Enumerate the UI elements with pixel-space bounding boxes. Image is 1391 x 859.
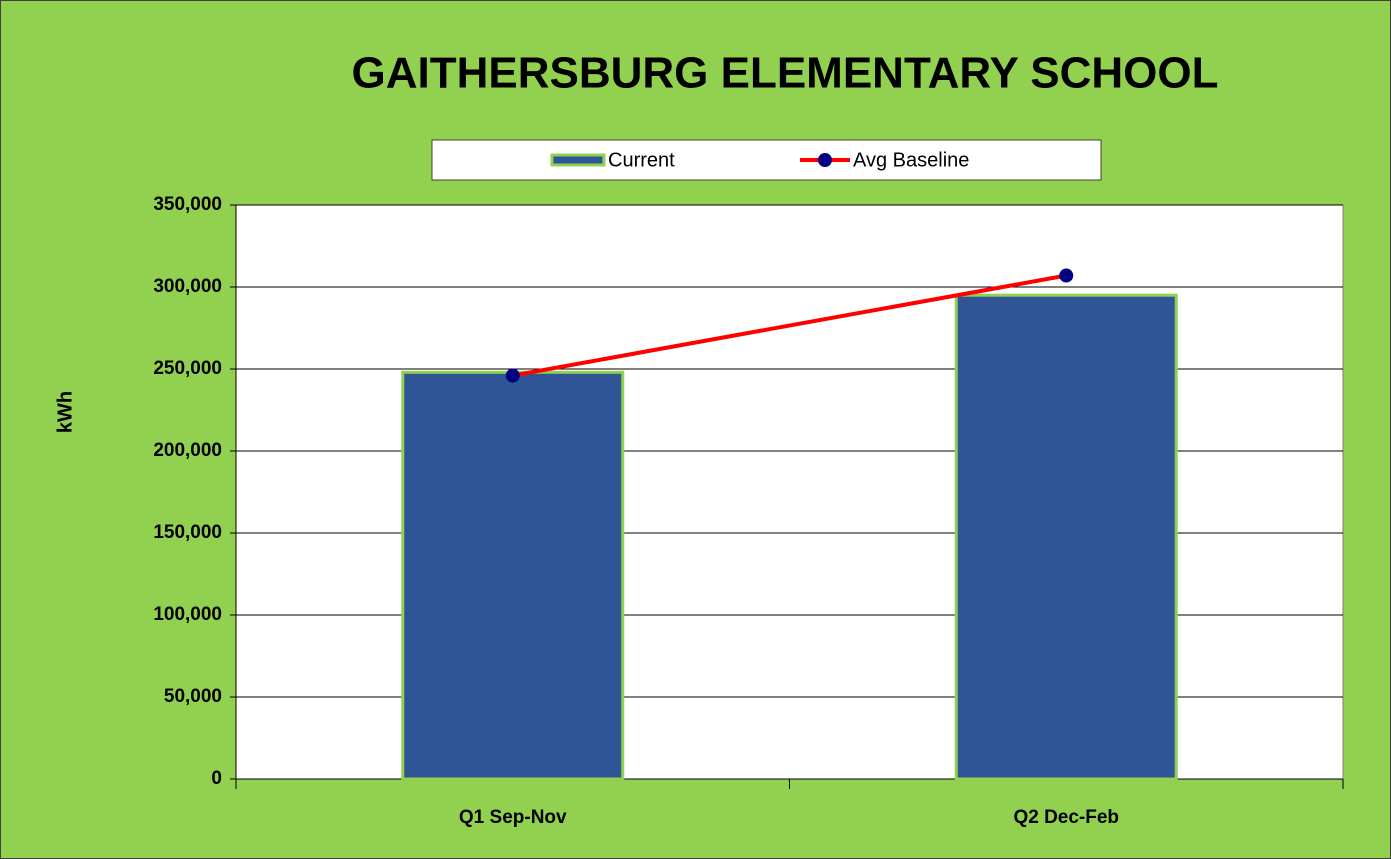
line-marker bbox=[505, 368, 520, 383]
y-tick-label: 0 bbox=[211, 768, 222, 789]
line-marker bbox=[1059, 268, 1074, 283]
y-tick-label: 50,000 bbox=[164, 686, 222, 707]
x-tick-label: Q2 Dec-Feb bbox=[1013, 807, 1119, 828]
y-tick-label: 250,000 bbox=[153, 358, 222, 379]
line bbox=[512, 273, 1067, 378]
y-axis-label: kWh bbox=[54, 391, 76, 433]
x-tick-label: Q1 Sep-Nov bbox=[459, 807, 567, 828]
y-tick-label: 200,000 bbox=[153, 440, 222, 461]
y-tick-label: 300,000 bbox=[153, 276, 222, 297]
legend-label: Current bbox=[608, 149, 675, 171]
y-tick-label: 150,000 bbox=[153, 522, 222, 543]
y-tick-label: 100,000 bbox=[153, 604, 222, 625]
bar bbox=[401, 370, 625, 781]
bar bbox=[954, 293, 1178, 781]
y-tick-label: 350,000 bbox=[153, 194, 222, 215]
legend-label: Avg Baseline bbox=[853, 149, 969, 171]
legend bbox=[431, 139, 1102, 181]
legend-marker bbox=[818, 153, 832, 167]
chart-title: GAITHERSBURG ELEMENTARY SCHOOL bbox=[351, 49, 1218, 98]
legend-swatch bbox=[550, 153, 606, 167]
